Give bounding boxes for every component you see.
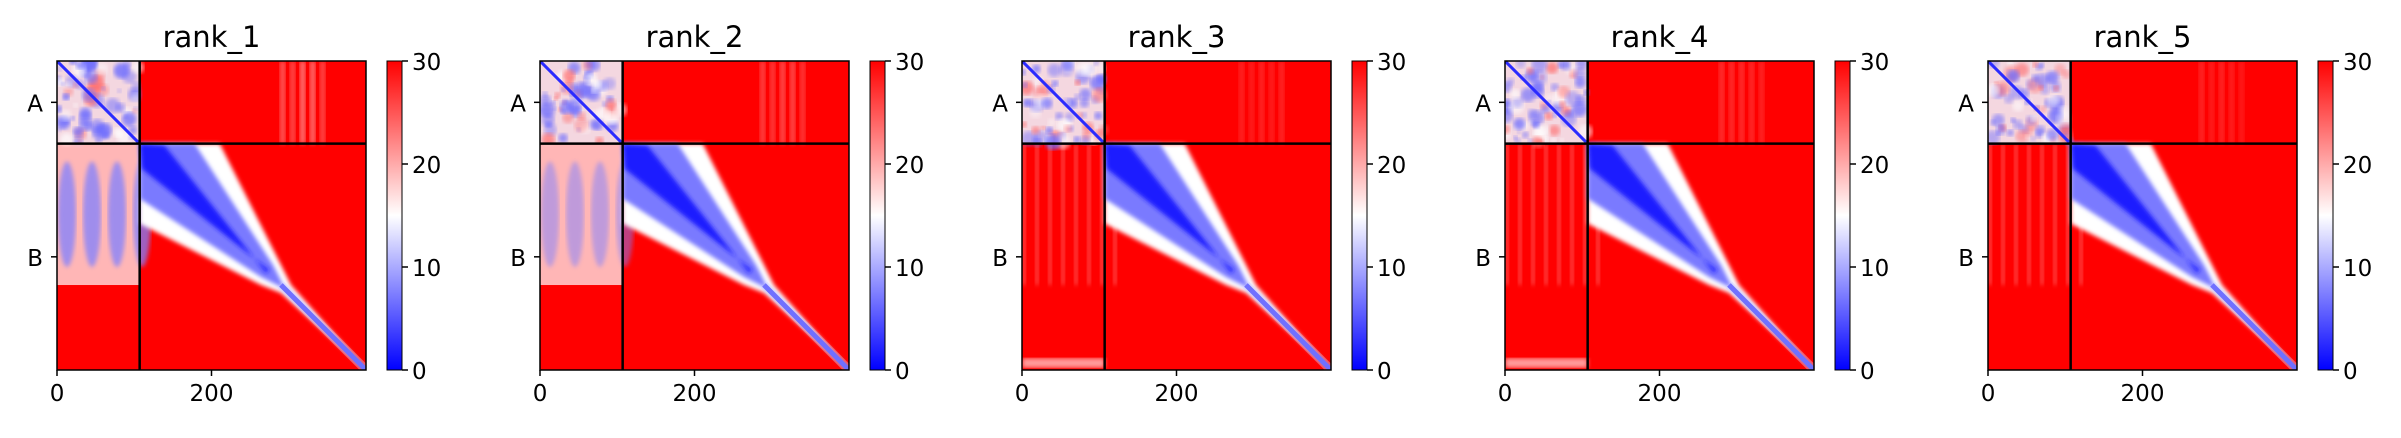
block-bb: [622, 143, 849, 370]
heatmap: [1505, 61, 1814, 370]
colorbar: 0 10 20 30: [1351, 50, 1406, 385]
block-ab: [1718, 61, 1765, 144]
block-bb: [139, 143, 366, 370]
colorbar-tick-label: 0: [1377, 359, 1392, 385]
colorbar-tick-label: 10: [2343, 256, 2372, 282]
block-ab: [1238, 61, 1285, 144]
x-tick-label: 200: [1638, 381, 1682, 407]
colorbar-frame: [2317, 60, 2334, 371]
block-bb: [1587, 143, 1814, 370]
block-bb: [2070, 143, 2297, 370]
x-tick-label: 200: [190, 381, 234, 407]
block-aa: [1988, 61, 2074, 146]
colorbar-tick-label: 20: [895, 153, 924, 179]
heatmap: [1988, 61, 2297, 370]
block-aa: [57, 61, 145, 148]
colorbar-tick-label: 30: [1377, 50, 1406, 76]
colorbar-gradient: [870, 61, 885, 370]
panel-rank-2: rank_2 A B 0 200 0 10 20 30: [510, 20, 924, 407]
colorbar-tick-label: 30: [2343, 50, 2372, 76]
colorbar-tick-label: 20: [2343, 153, 2372, 179]
panel-rank-5: rank_5 A B 0 200 0 10 20 30: [1958, 20, 2372, 407]
y-tick-label: A: [992, 91, 1008, 117]
x-tick-label: 200: [2121, 381, 2165, 407]
colorbar-tick-label: 10: [412, 256, 441, 282]
colorbar-tick-label: 20: [1860, 153, 1889, 179]
block-ab: [279, 61, 326, 144]
block-aa: [1022, 61, 1110, 150]
x-tick-label: 200: [1155, 381, 1199, 407]
block-ab: [759, 61, 806, 144]
colorbar: 0 10 20 30: [869, 50, 924, 385]
y-tick-label: A: [1475, 91, 1491, 117]
colorbar-gradient: [387, 61, 402, 370]
colorbar-tick-label: 10: [895, 256, 924, 282]
colorbar-tick-label: 0: [412, 359, 427, 385]
colorbar-frame: [869, 60, 886, 371]
y-tick-label: B: [510, 246, 526, 272]
colorbar-tick-label: 20: [1377, 153, 1406, 179]
colorbar-tick-label: 10: [1860, 256, 1889, 282]
colorbar-gradient: [1835, 61, 1850, 370]
block-ba: [57, 143, 151, 286]
colorbar-frame: [1834, 60, 1851, 371]
colorbar-tick-label: 10: [1377, 256, 1406, 282]
y-tick-label: B: [1958, 246, 1974, 272]
panel-title: rank_5: [2094, 20, 2192, 54]
y-tick-label: A: [1958, 91, 1974, 117]
colorbar-tick-label: 30: [1860, 50, 1889, 76]
panel-title: rank_4: [1611, 20, 1709, 54]
block-ab: [2198, 61, 2245, 144]
colorbar-tick-label: 0: [895, 359, 910, 385]
colorbar-gradient: [2318, 61, 2333, 370]
colorbar-tick-label: 0: [2343, 359, 2358, 385]
heatmap: [57, 61, 366, 370]
y-tick-label: B: [1475, 246, 1491, 272]
y-tick-label: A: [510, 91, 526, 117]
colorbar-tick-label: 30: [895, 50, 924, 76]
y-tick-label: B: [27, 246, 43, 272]
panel-rank-1: rank_1 A B 0 200 0 10 20 30: [27, 20, 441, 407]
y-tick-label: B: [992, 246, 1008, 272]
colorbar-frame: [1351, 60, 1368, 371]
heatmap: [1022, 61, 1331, 370]
colorbar-tick-label: 20: [412, 153, 441, 179]
x-tick-label: 0: [1015, 381, 1030, 407]
block-bb: [1104, 143, 1331, 370]
block-aa: [1505, 61, 1593, 148]
colorbar: 0 10 20 30: [1834, 50, 1889, 385]
panel-title: rank_2: [646, 20, 744, 54]
colorbar-tick-label: 30: [412, 50, 441, 76]
colorbar: 0 10 20 30: [386, 50, 441, 385]
x-tick-label: 0: [1498, 381, 1513, 407]
heatmap: [540, 61, 849, 370]
panel-rank-4: rank_4 A B 0 200 0 10 20 30: [1475, 20, 1889, 407]
x-tick-label: 0: [1981, 381, 1996, 407]
panel-title: rank_3: [1128, 20, 1226, 54]
x-tick-label: 0: [50, 381, 65, 407]
x-tick-label: 200: [673, 381, 717, 407]
colorbar-tick-label: 0: [1860, 359, 1875, 385]
colorbar: 0 10 20 30: [2317, 50, 2372, 385]
colorbar-frame: [386, 60, 403, 371]
panel-title: rank_1: [163, 20, 261, 54]
y-tick-label: A: [27, 91, 43, 117]
colorbar-gradient: [1352, 61, 1367, 370]
block-ba: [540, 143, 634, 286]
panel-rank-3: rank_3 A B 0 200 0 10 20 30: [992, 20, 1406, 407]
x-tick-label: 0: [533, 381, 548, 407]
block-aa: [540, 61, 627, 147]
